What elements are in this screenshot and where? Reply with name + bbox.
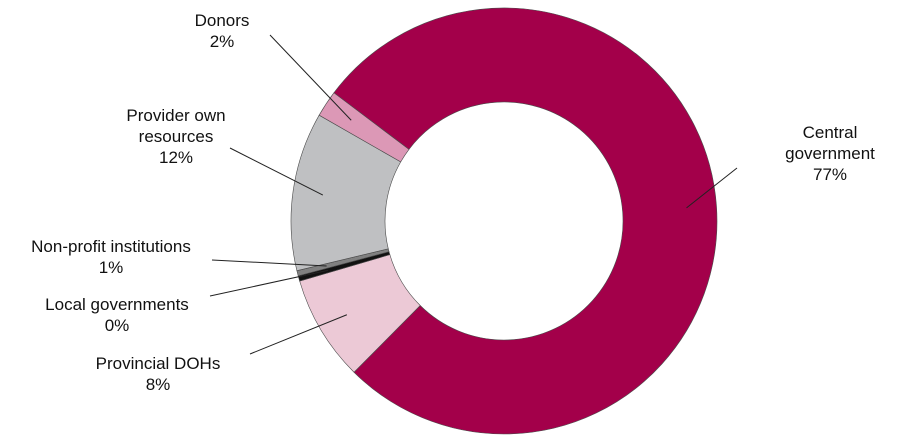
- leader-lines-layer: [209, 34, 738, 355]
- slice-central-government: [333, 7, 718, 435]
- leader-line-provider-own-resources: [229, 147, 324, 196]
- leader-line-central-government: [686, 167, 738, 209]
- leader-line-local-governments: [209, 269, 328, 297]
- percent-label: 1%: [99, 258, 124, 277]
- label-provider-own-resources: Provider own resources 12%: [126, 106, 225, 167]
- category-label-line: Local governments: [45, 295, 189, 314]
- percent-label: 2%: [210, 32, 235, 51]
- label-local-governments: Local governments 0%: [45, 295, 189, 335]
- percent-label: 0%: [105, 316, 130, 335]
- category-label-line: Provincial DOHs: [96, 354, 221, 373]
- category-label-line: Non-profit institutions: [31, 237, 191, 256]
- leader-line-donors: [269, 34, 352, 121]
- label-non-profit-institutions: Non-profit institutions 1%: [31, 237, 191, 277]
- label-central-government: Central government 77%: [785, 123, 875, 184]
- percent-label: 8%: [146, 375, 171, 394]
- slices-layer: [290, 7, 718, 435]
- percent-label: 12%: [159, 148, 193, 167]
- category-label-line: government: [785, 144, 875, 163]
- category-label-line: Donors: [195, 11, 250, 30]
- label-donors: Donors 2%: [195, 11, 250, 51]
- leader-line-non-profit-institutions: [211, 259, 327, 267]
- category-label-line: Central: [803, 123, 858, 142]
- percent-label: 77%: [813, 165, 847, 184]
- category-label-line: Provider own: [126, 106, 225, 125]
- category-label-line: resources: [139, 127, 214, 146]
- label-provincial-dohs: Provincial DOHs 8%: [96, 354, 221, 394]
- labels-layer: Central government 77% Provincial DOHs 8% Loc…: [31, 11, 875, 394]
- leader-line-provincial-dohs: [249, 314, 348, 355]
